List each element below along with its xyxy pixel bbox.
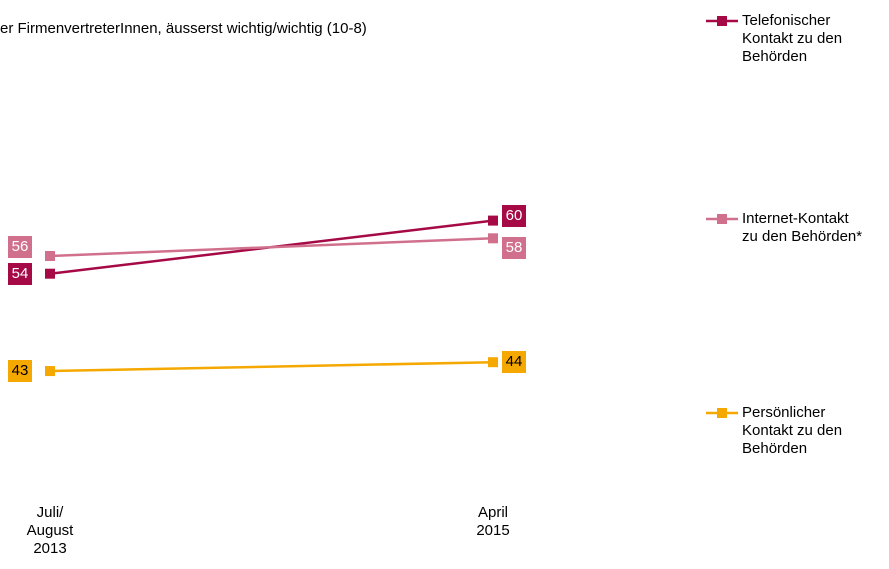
legend-label: Telefonischer Kontakt zu den Behörden bbox=[742, 12, 843, 65]
point bbox=[45, 366, 55, 377]
x-tick-label: Juli/ August 2013 bbox=[26, 504, 74, 557]
data-label: 58 bbox=[502, 237, 526, 260]
legend-marker bbox=[717, 408, 727, 418]
series-line bbox=[49, 360, 494, 373]
legend-marker bbox=[717, 214, 727, 224]
point bbox=[488, 215, 498, 226]
data-label: 56 bbox=[8, 236, 32, 258]
point bbox=[45, 268, 55, 279]
legend-label: Internet-Kontakt zu den Behörden* bbox=[742, 210, 863, 245]
series-line bbox=[49, 237, 494, 258]
chart-subtitle: er FirmenvertreterInnen, äusserst wichti… bbox=[0, 20, 367, 37]
point bbox=[488, 357, 498, 368]
point bbox=[45, 251, 55, 261]
data-label: 54 bbox=[8, 262, 32, 285]
data-label: 60 bbox=[502, 204, 526, 227]
point bbox=[488, 233, 498, 244]
data-label: 43 bbox=[8, 360, 32, 383]
legend-marker bbox=[717, 16, 727, 26]
data-label: 44 bbox=[502, 351, 526, 374]
legend-label: Persönlicher Kontakt zu den Behörden bbox=[742, 404, 843, 457]
x-tick-label: April 2015 bbox=[476, 504, 510, 539]
